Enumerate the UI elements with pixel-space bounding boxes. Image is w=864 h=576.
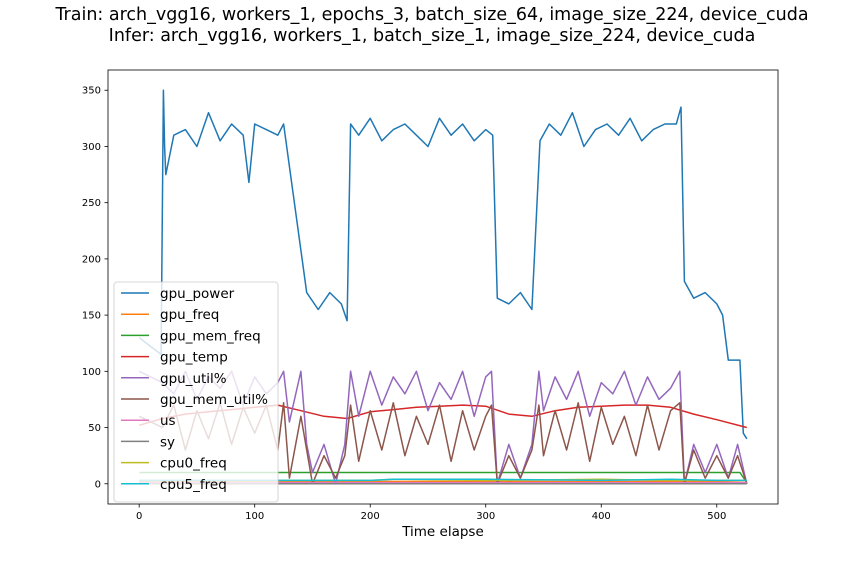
legend-label-gpu-mem-freq: gpu_mem_freq — [160, 328, 261, 344]
y-tick-label: 50 — [88, 423, 101, 434]
legend-label-us: us — [160, 413, 176, 429]
chart-title: Train: arch_vgg16, workers_1, epochs_3, … — [55, 5, 809, 25]
axes-layer: 0 100 200 300 400 500 0 50 100 150 200 250 300 350 Tim… — [82, 69, 779, 540]
plot-frame — [107, 69, 779, 505]
y-tick-label: 350 — [82, 86, 101, 97]
legend-label-sy: sy — [160, 434, 175, 450]
y-tick-label: 200 — [82, 254, 101, 265]
legend-label-cpu5-freq: cpu5_freq — [160, 477, 227, 493]
y-tick-label: 250 — [82, 198, 101, 209]
x-tick-label: 100 — [245, 511, 264, 522]
y-tick-label: 100 — [82, 367, 101, 378]
legend-label-gpu-util: gpu_util% — [160, 371, 227, 387]
legend-label-gpu-mem-util: gpu_mem_util% — [160, 392, 268, 408]
legend-label-gpu-power: gpu_power — [160, 286, 235, 302]
y-tick-label: 300 — [82, 142, 101, 153]
legend-label-gpu-temp: gpu_temp — [160, 350, 228, 366]
series-line-gpu-power — [138, 89, 748, 440]
legend: gpu_power gpu_freq gpu_mem_freq gpu_tempgpu… — [113, 281, 279, 503]
chart-subtitle: Infer: arch_vgg16, workers_1, batch_size… — [108, 26, 756, 46]
x-tick-label: 200 — [361, 511, 380, 522]
legend-label-gpu-freq: gpu_freq — [160, 307, 219, 323]
x-tick-label: 300 — [476, 511, 495, 522]
x-tick-label: 500 — [707, 511, 726, 522]
y-tick-label: 150 — [82, 311, 101, 322]
y-tick-label: 0 — [95, 479, 101, 490]
x-axis-label: Time elapse — [401, 524, 484, 540]
legend-box — [113, 281, 279, 503]
x-tick-label: 400 — [592, 511, 611, 522]
x-tick-label: 0 — [136, 511, 142, 522]
legend-label-cpu0-freq: cpu0_freq — [160, 456, 227, 472]
